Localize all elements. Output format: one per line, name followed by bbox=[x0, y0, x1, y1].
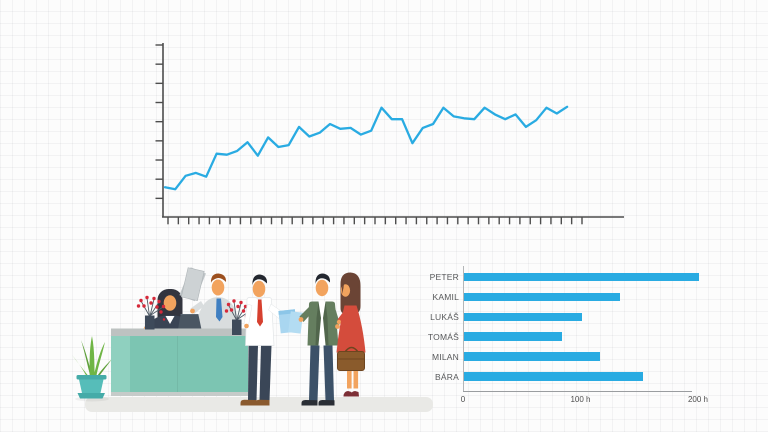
visitor1-hair bbox=[252, 274, 268, 285]
pot-saucer bbox=[77, 393, 105, 399]
line-chart bbox=[155, 43, 624, 225]
bar bbox=[464, 372, 643, 381]
pot bbox=[79, 379, 104, 393]
bar bbox=[464, 272, 699, 282]
bar-label: TOMÁŠ bbox=[427, 331, 459, 342]
woman-face bbox=[163, 295, 177, 311]
red-tie bbox=[257, 299, 263, 327]
man-face bbox=[211, 279, 225, 296]
papers bbox=[180, 267, 205, 301]
bar-label: MILAN bbox=[432, 351, 459, 362]
x-tick-label: 100 h bbox=[570, 395, 591, 404]
visitor1-face bbox=[252, 280, 266, 298]
brooch bbox=[162, 318, 166, 321]
visitor-man-green-jacket bbox=[288, 273, 340, 406]
blue-paper bbox=[288, 311, 304, 334]
dark-shoe bbox=[301, 400, 318, 406]
flower-vase-left bbox=[136, 295, 166, 330]
x-tick-label: 200 h bbox=[687, 395, 709, 404]
bar-label: LUKÁŠ bbox=[430, 311, 459, 322]
brown-shoe bbox=[255, 399, 270, 406]
bar bbox=[464, 292, 621, 302]
pot-rim bbox=[76, 375, 107, 380]
bar-chart-y-axis bbox=[463, 266, 464, 391]
visitor-man-red-tie bbox=[240, 274, 298, 406]
bar bbox=[464, 332, 562, 341]
bar-label: KAMIL bbox=[432, 291, 459, 302]
man-hair bbox=[210, 273, 227, 283]
visitor2-face bbox=[315, 279, 329, 297]
bar-label: PETER bbox=[429, 272, 459, 282]
bar-chart-x-axis bbox=[463, 391, 692, 392]
laptop bbox=[178, 315, 202, 330]
reception-desk bbox=[111, 328, 248, 396]
visitor3-hair bbox=[340, 272, 361, 314]
briefcase-bag bbox=[337, 346, 365, 371]
x-tick-label: 0 bbox=[460, 395, 466, 404]
visitor2-hair bbox=[315, 273, 331, 284]
brown-shoe bbox=[240, 399, 257, 406]
red-dress bbox=[336, 305, 366, 353]
desk-top bbox=[111, 328, 248, 336]
bar-label: BÁRA bbox=[435, 371, 459, 382]
visitor-woman bbox=[336, 272, 366, 397]
bar-chart: PETER KAMIL LUKÁŠ TOMÁŠ MILAN BÁRA 0 100 h 200 … bbox=[424, 264, 724, 414]
heel-shoe bbox=[350, 391, 359, 397]
receptionist-man bbox=[178, 267, 240, 330]
potted-plant bbox=[72, 336, 112, 402]
bar bbox=[464, 312, 582, 322]
trend-line bbox=[163, 105, 569, 191]
heel-shoe bbox=[343, 391, 352, 397]
bar bbox=[464, 352, 601, 361]
reception-illustration bbox=[72, 267, 433, 412]
dark-shoe bbox=[318, 400, 335, 406]
blue-tie bbox=[216, 298, 223, 322]
